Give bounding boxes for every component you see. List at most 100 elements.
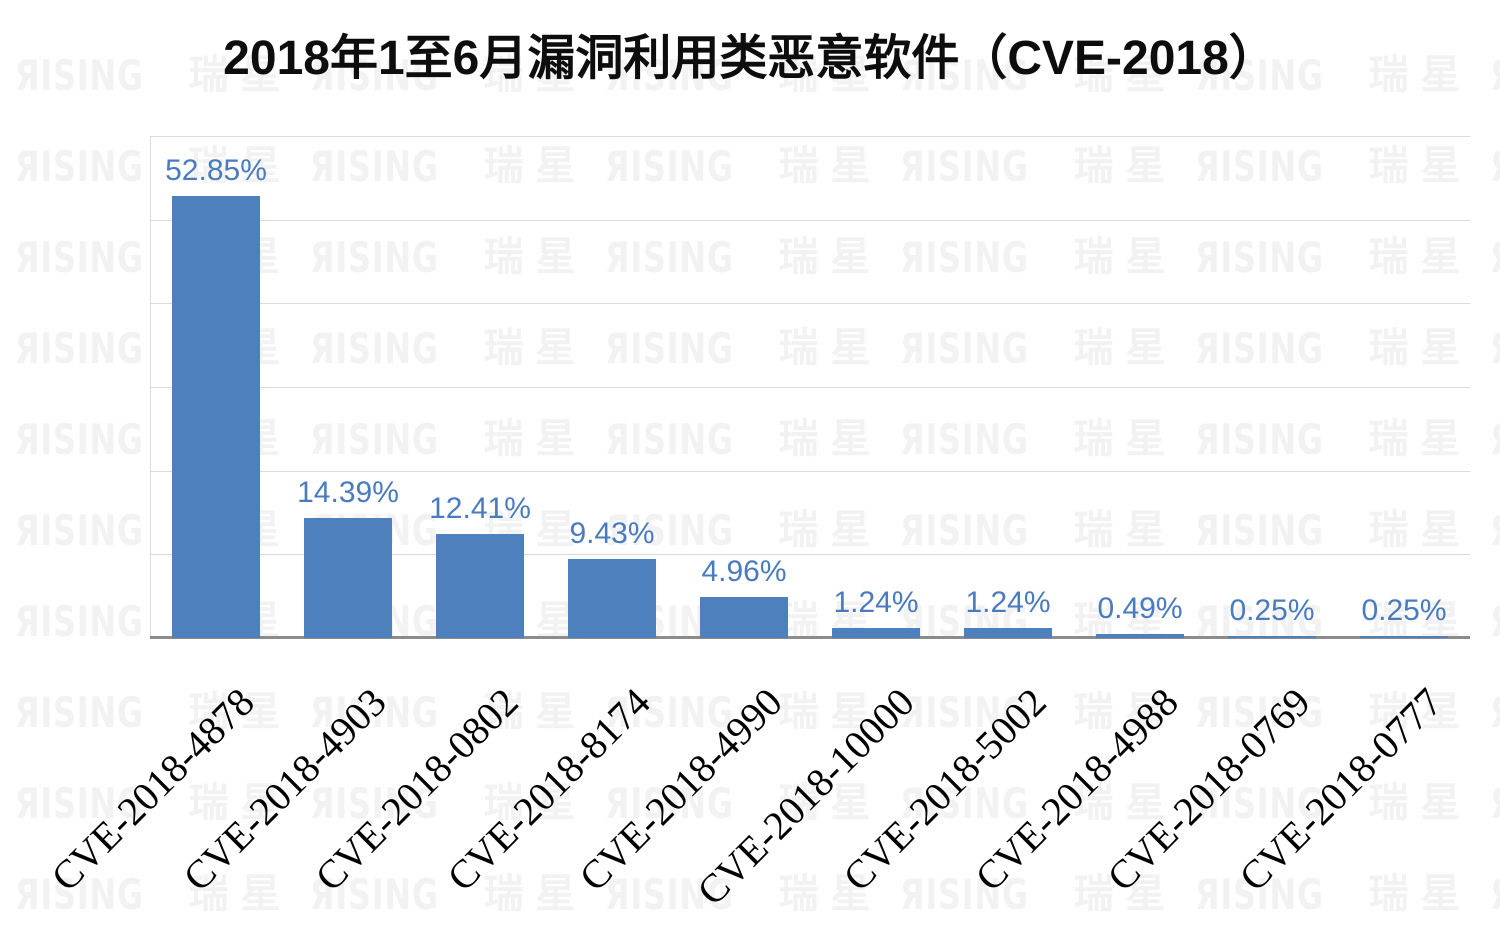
watermark-cjk-text: 瑞星 [1368, 507, 1473, 553]
bar-CVE-2018-4988 [1096, 634, 1184, 638]
watermark-cjk-text: 瑞星 [483, 143, 588, 189]
watermark-latin-text: ЯISING [605, 51, 734, 100]
watermark-cjk-text: 瑞星 [483, 780, 588, 826]
watermark-latin-text: ЯISING [15, 779, 144, 828]
watermark-latin-text: ЯISING [15, 142, 144, 191]
watermark-latin-text: ЯISING [15, 597, 144, 646]
value-label-CVE-2018-4988: 0.49% [1097, 592, 1183, 625]
watermark-cjk-text: 瑞星 [778, 52, 883, 98]
watermark-latin-text: ЯISING [1195, 233, 1324, 282]
watermark-latin-text: ЯISING [15, 870, 144, 919]
watermark-cjk-text: 瑞星 [483, 689, 588, 735]
watermark-cjk-text: 瑞星 [1073, 52, 1178, 98]
value-label-CVE-2018-0769: 0.25% [1229, 594, 1315, 627]
watermark-cjk-text: 瑞星 [778, 689, 883, 735]
bar-CVE-2018-5002 [964, 628, 1052, 638]
watermark-rising-logo: ЯISING 瑞星 [605, 42, 882, 100]
watermark-latin-text: ЯISING [1490, 779, 1500, 828]
watermark-latin-text: ЯISING [1195, 142, 1324, 191]
watermark-latin-text: ЯISING [310, 688, 439, 737]
watermark-cjk-text: 瑞星 [483, 325, 588, 371]
watermark-rising-logo: ЯISING 瑞星 [900, 42, 1177, 100]
watermark-latin-text: ЯISING [15, 51, 144, 100]
watermark-latin-text: ЯISING [605, 233, 734, 282]
watermark-latin-text: ЯISING [900, 51, 1029, 100]
watermark-latin-text: ЯISING [605, 870, 734, 919]
watermark-latin-text: ЯISING [15, 506, 144, 555]
watermark-latin-text: ЯISING [1490, 51, 1500, 100]
watermark-latin-text: ЯISING [900, 688, 1029, 737]
value-label-CVE-2018-10000: 1.24% [833, 586, 919, 619]
watermark-latin-text: ЯISING [1195, 415, 1324, 464]
bar-CVE-2018-4903 [304, 518, 392, 638]
watermark-rising-logo: ЯISING 瑞星 [1195, 133, 1472, 191]
watermark-cjk-text: 瑞星 [1073, 780, 1178, 826]
value-label-CVE-2018-5002: 1.24% [965, 586, 1051, 619]
bar-CVE-2018-0777 [1360, 636, 1448, 638]
horizontal-gridline [150, 220, 1470, 221]
watermark-latin-text: ЯISING [1490, 142, 1500, 191]
watermark-cjk-text: 瑞星 [1368, 234, 1473, 280]
horizontal-gridline [150, 387, 1470, 388]
watermark-latin-text: ЯISING [900, 233, 1029, 282]
watermark-rising-logo: ЯISING 瑞星 [1195, 224, 1472, 282]
watermark-cjk-text: 瑞星 [1368, 143, 1473, 189]
watermark-latin-text: ЯISING [605, 142, 734, 191]
value-label-CVE-2018-4903: 14.39% [297, 476, 399, 509]
watermark-cjk-text: 瑞星 [778, 780, 883, 826]
watermark-latin-text: ЯISING [15, 415, 144, 464]
watermark-latin-text: ЯISING [310, 233, 439, 282]
watermark-latin-text: ЯISING [15, 324, 144, 373]
value-label-CVE-2018-4878: 52.85% [165, 154, 267, 187]
watermark-latin-text: ЯISING [605, 779, 734, 828]
watermark-latin-text: ЯISING [900, 415, 1029, 464]
watermark-latin-text: ЯISING [1490, 870, 1500, 919]
watermark-cjk-text: 瑞星 [1073, 689, 1178, 735]
watermark-latin-text: ЯISING [1490, 506, 1500, 555]
watermark-cjk-text: 瑞星 [778, 507, 883, 553]
watermark-cjk-text: 瑞星 [1073, 871, 1178, 917]
watermark-cjk-text: 瑞星 [778, 416, 883, 462]
watermark-cjk-text: 瑞星 [1368, 325, 1473, 371]
x-axis-baseline [150, 636, 1470, 639]
watermark-cjk-text: 瑞星 [1073, 416, 1178, 462]
watermark-cjk-text: 瑞星 [188, 871, 293, 917]
value-label-CVE-2018-0802: 12.41% [429, 492, 531, 525]
watermark-latin-text: ЯISING [1490, 415, 1500, 464]
watermark-cjk-text: 瑞星 [1073, 325, 1178, 371]
watermark-cjk-text: 瑞星 [778, 871, 883, 917]
watermark-latin-text: ЯISING [1195, 506, 1324, 555]
watermark-latin-text: ЯISING [1195, 51, 1324, 100]
watermark-latin-text: ЯISING [310, 870, 439, 919]
value-label-CVE-2018-4990: 4.96% [701, 555, 787, 588]
watermark-cjk-text: 瑞星 [483, 234, 588, 280]
bar-CVE-2018-0769 [1228, 636, 1316, 638]
watermark-cjk-text: 瑞星 [778, 325, 883, 371]
watermark-latin-text: ЯISING [1195, 870, 1324, 919]
watermark-rising-logo: ЯISING 瑞星 [310, 770, 587, 828]
watermark-latin-text: ЯISING [310, 779, 439, 828]
watermark-cjk-text: 瑞星 [1073, 143, 1178, 189]
